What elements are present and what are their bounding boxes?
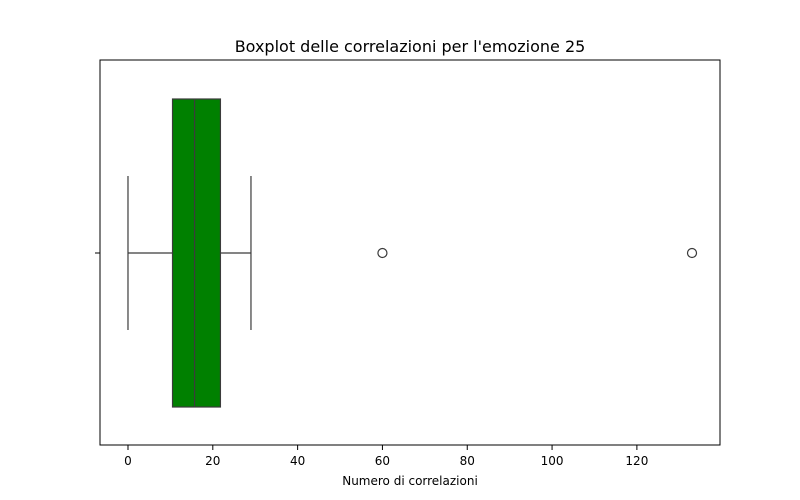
box-iqr: [173, 99, 221, 407]
x-tick-label: 100: [541, 454, 564, 468]
chart-title: Boxplot delle correlazioni per l'emozion…: [235, 37, 586, 56]
x-axis-ticks: 0 20 40 60 80 100 120: [124, 445, 648, 468]
outlier-point: [378, 249, 387, 258]
outlier-point: [688, 249, 697, 258]
x-axis-label: Numero di correlazioni: [342, 474, 478, 488]
x-tick-label: 120: [625, 454, 648, 468]
x-tick-label: 60: [375, 454, 390, 468]
x-tick-label: 40: [290, 454, 305, 468]
x-tick-label: 0: [124, 454, 132, 468]
x-tick-label: 20: [205, 454, 220, 468]
x-tick-label: 80: [460, 454, 475, 468]
chart-marks: [128, 99, 697, 407]
